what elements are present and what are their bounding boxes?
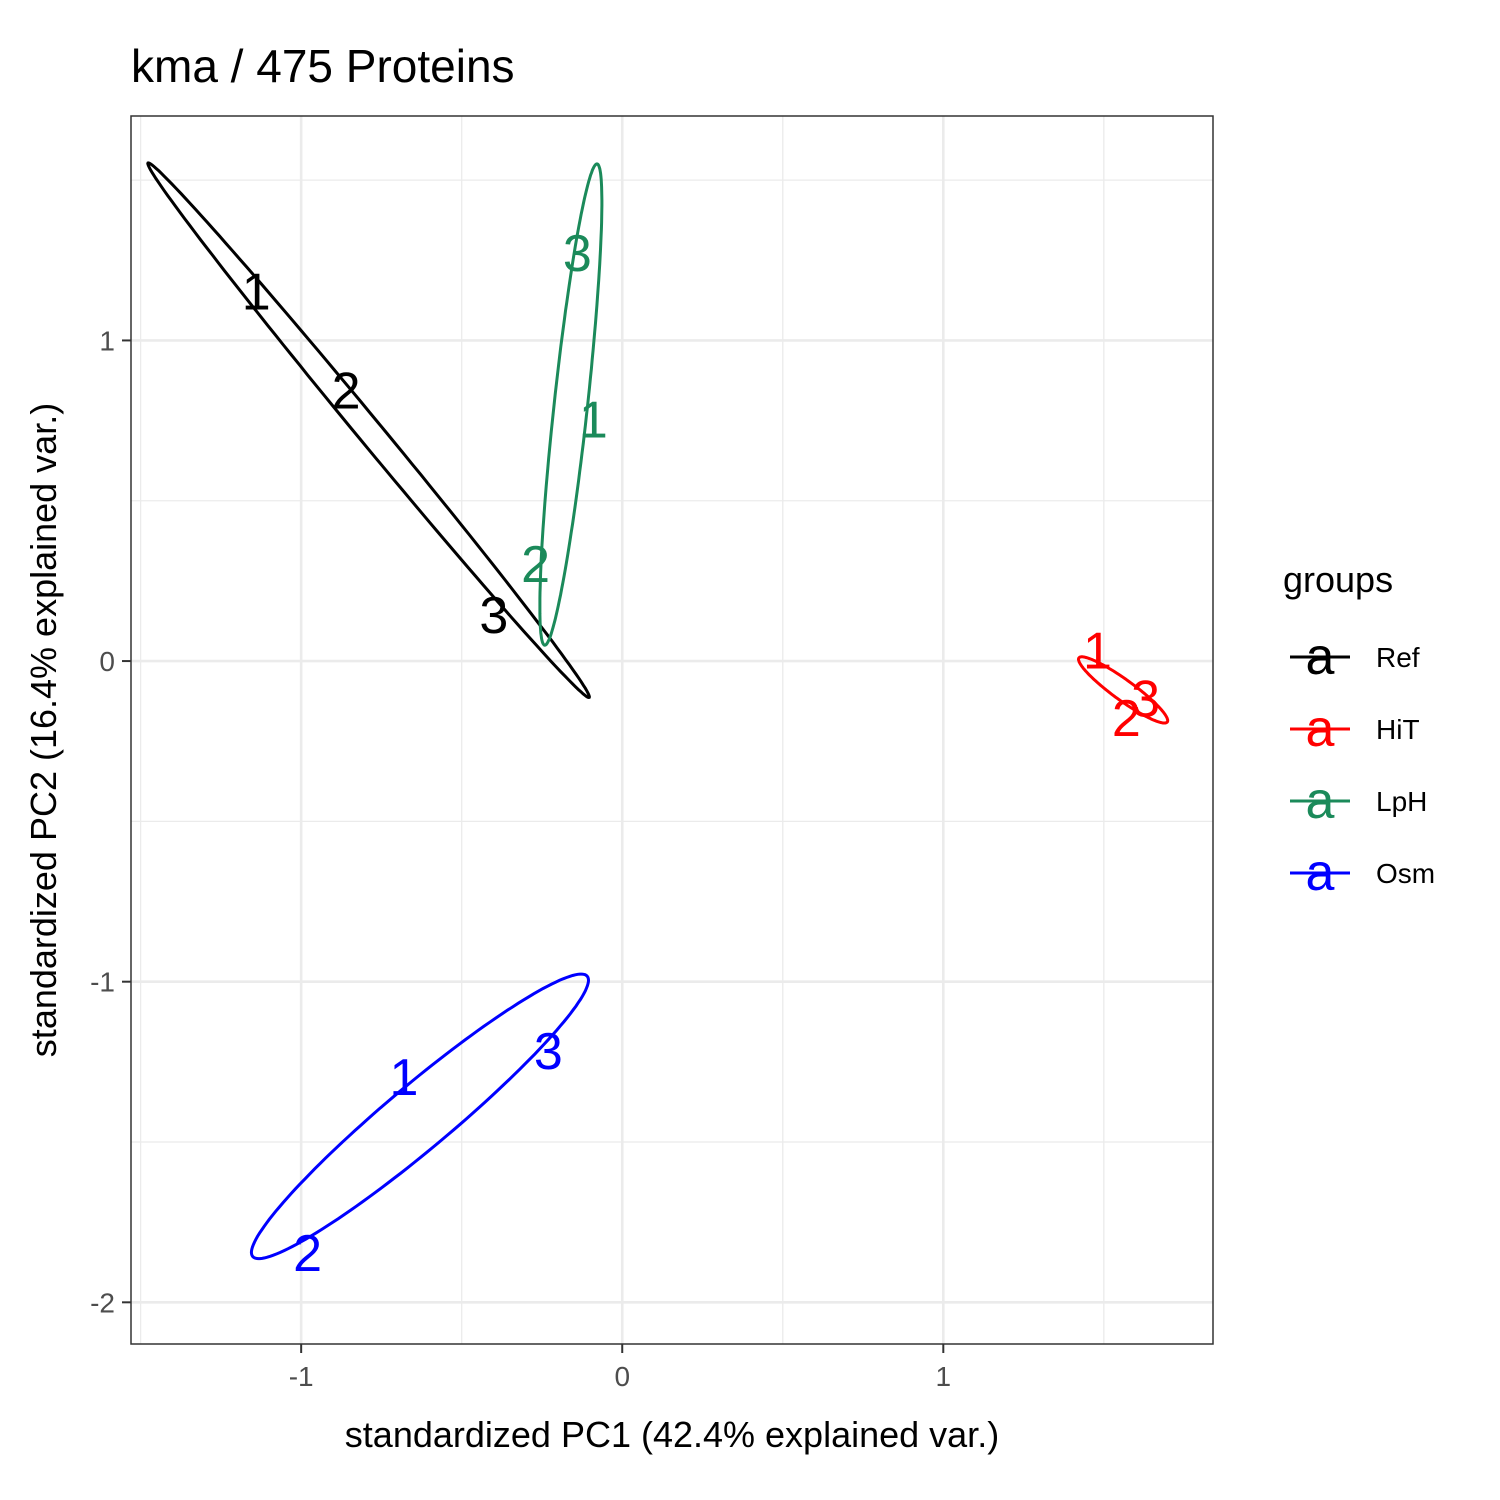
minor-gridlines (131, 116, 1213, 1344)
x-tick-label: 0 (614, 1361, 630, 1392)
point-ref-2: 2 (332, 363, 361, 421)
ellipse-hit (1077, 655, 1170, 725)
legend-key-glyph-hit: a (1306, 700, 1335, 758)
legend-entries: a Ref a HiT a LpH a Osm (1290, 628, 1435, 902)
legend-label-hit: HiT (1376, 714, 1420, 745)
ellipse-lph (538, 162, 604, 647)
legend-key-glyph-osm: a (1306, 844, 1335, 902)
point-ref-3: 3 (479, 587, 508, 645)
y-axis: 1 0 -1 -2 (90, 325, 131, 1318)
point-osm-2: 2 (293, 1225, 322, 1283)
y-tick-label: 1 (99, 325, 115, 356)
point-osm-3: 3 (534, 1023, 563, 1081)
point-hit-3: 3 (1131, 671, 1160, 729)
point-hit-2: 2 (1112, 690, 1141, 748)
panel-border (130, 115, 1214, 1345)
ellipse-ref (146, 161, 591, 700)
x-axis: -1 0 1 (289, 1344, 951, 1392)
legend-label-ref: Ref (1376, 642, 1420, 673)
y-axis-title: standardized PC2 (16.4% explained var.) (23, 403, 64, 1057)
point-osm-1: 1 (389, 1049, 418, 1107)
x-tick-label: -1 (289, 1361, 314, 1392)
group-ellipses (146, 161, 1170, 1261)
legend: groups a Ref a HiT a LpH a Osm (1283, 559, 1435, 902)
point-hit-1: 1 (1083, 622, 1112, 680)
point-ref-1: 1 (242, 263, 271, 321)
legend-title: groups (1283, 559, 1393, 600)
y-tick-label: 0 (99, 646, 115, 677)
x-tick-label: 1 (936, 1361, 952, 1392)
point-lph-1: 1 (579, 392, 608, 450)
panel-background (131, 116, 1213, 1344)
legend-key-glyph-lph: a (1306, 772, 1335, 830)
y-tick-label: -1 (90, 967, 115, 998)
point-lph-2: 2 (521, 536, 550, 594)
legend-label-osm: Osm (1376, 858, 1435, 889)
legend-label-lph: LpH (1376, 786, 1427, 817)
x-axis-title: standardized PC1 (42.4% explained var.) (345, 1414, 999, 1455)
chart-title: kma / 475 Proteins (131, 40, 515, 92)
y-tick-label: -2 (90, 1287, 115, 1318)
ellipse-osm (249, 972, 591, 1261)
legend-key-glyph-ref: a (1306, 628, 1335, 686)
major-gridlines (131, 116, 1213, 1344)
point-lph-3: 3 (563, 225, 592, 283)
